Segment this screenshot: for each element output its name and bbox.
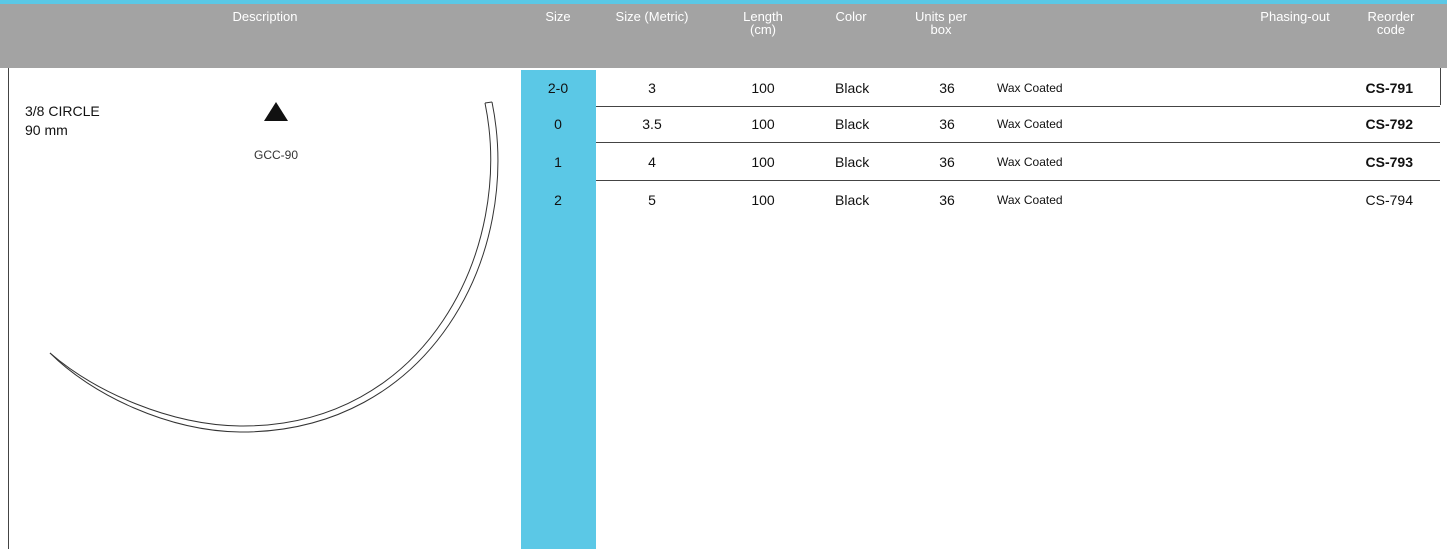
cell-length: 100 [751,80,775,96]
cell-color: Black [835,116,870,132]
cell-size: 2-0 [547,80,569,96]
cell-size: 2 [554,192,562,208]
cell-color: Black [835,154,870,170]
cell-length: 100 [751,192,775,208]
cell-units: 36 [939,192,955,208]
table-header: Description Size Size (Metric) Length (cm) C… [0,4,1447,68]
cell-note: Wax Coated [997,155,1063,169]
cell-reorder: CS-793 [1365,154,1413,170]
cell-reorder: CS-791 [1365,80,1413,96]
cell-reorder: CS-792 [1365,116,1413,132]
column-header: Phasing-out [1260,9,1330,24]
cutting-triangle [264,102,288,121]
cell-units: 36 [939,80,955,96]
cell-length: 100 [751,116,775,132]
cell-units: 36 [939,116,955,132]
cell-size: 0 [554,116,562,132]
needle-end [484,101,493,104]
column-header: Size [545,9,571,24]
row-divider [596,142,1440,143]
border [1440,68,1441,105]
column-header: Description [232,9,298,24]
column-header: Color [835,9,867,24]
row-divider [596,106,1440,107]
column-header: Reorder code [1367,9,1415,37]
shape: 3/8 CIRCLE [25,103,100,119]
needle-outline [49,101,499,433]
cell-note: Wax Coated [997,193,1063,207]
cell-note: Wax Coated [997,117,1063,131]
cell-length: 100 [751,154,775,170]
column-header: Length (cm) [743,9,783,37]
row-divider [596,180,1440,181]
needle-code: GCC-90 [253,148,299,162]
top-accent [0,0,1447,4]
cell-units: 36 [939,154,955,170]
cell-metric: 3.5 [642,116,662,132]
cell-metric: 3 [648,80,656,96]
cell-reorder: CS-794 [1365,192,1413,208]
cell-metric: 4 [648,154,656,170]
column-header: Size (Metric) [615,9,689,24]
cell-note: Wax Coated [997,81,1063,95]
cell-color: Black [835,192,870,208]
cell-color: Black [835,80,870,96]
needle-outline [49,102,492,427]
cell-size: 1 [554,154,562,170]
description-text: 3/8 CIRCLE 90 mm [25,102,100,140]
border [8,68,9,549]
size-column-band [521,70,596,549]
cell-metric: 5 [648,192,656,208]
column-header: Units per box [914,9,968,37]
size: 90 mm [25,122,68,138]
